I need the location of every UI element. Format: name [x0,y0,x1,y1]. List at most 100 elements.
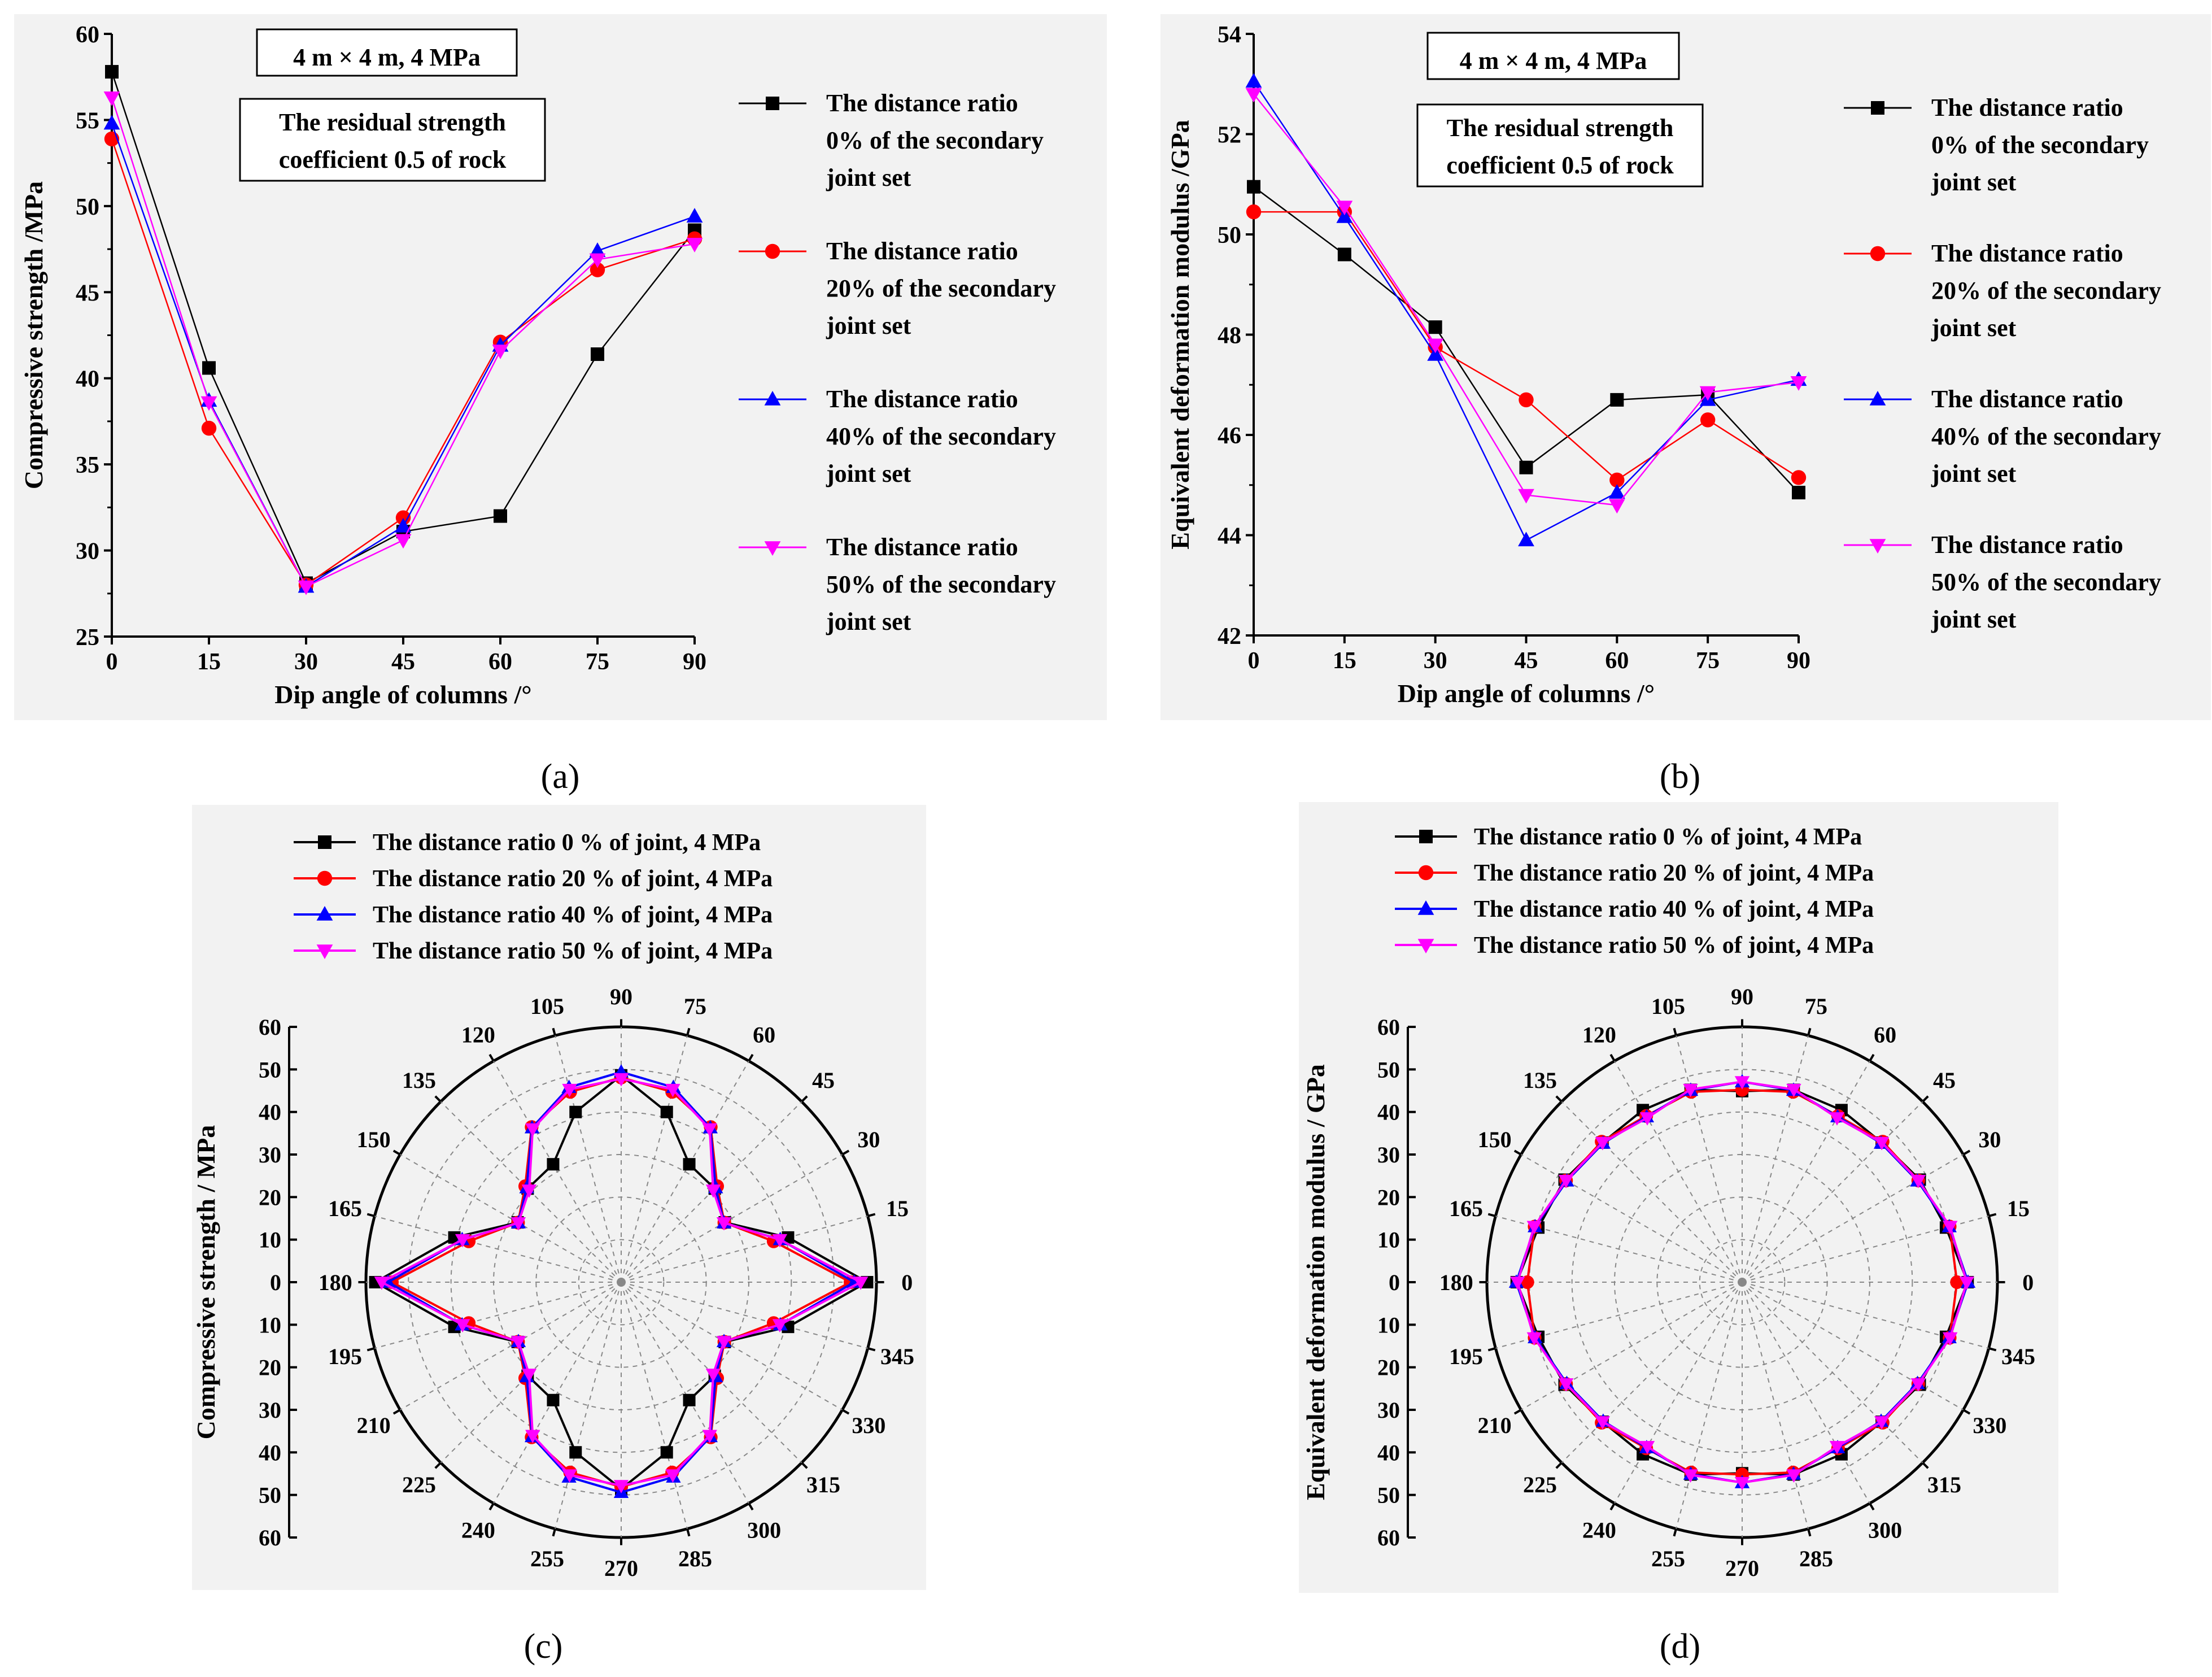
data-point [492,345,509,359]
legend-label: The distance ratio [826,237,1018,265]
legend-label: The distance ratio [1931,531,2123,559]
y-tick-label: 42 [1218,624,1241,650]
angle-label: 105 [1651,994,1685,1019]
angle-tick [392,1149,401,1156]
radial-tick-label: 10 [259,1312,281,1338]
grid-spoke [1742,1282,1964,1410]
data-point [589,253,606,268]
data-point [1699,386,1716,401]
x-tick-label: 75 [586,649,609,675]
data-point [1786,1469,1801,1483]
grid-spoke [374,1216,622,1283]
panel-a-label: (a) [541,757,580,796]
angle-label: 195 [1449,1344,1483,1369]
radial-tick-label: 20 [259,1184,281,1210]
angle-label: 240 [1582,1517,1616,1543]
grid-spoke [621,1216,868,1283]
legend-label: joint set [1931,314,2017,342]
angle-label: 60 [1874,1022,1896,1048]
data-point [1519,460,1533,474]
data-point [1790,376,1807,391]
legend-marker [1869,539,1886,554]
panel-c-label: (c) [524,1627,563,1666]
data-point [1792,486,1805,500]
note-text: coefficient 0.5 of rock [279,146,507,173]
radial-tick-label: 50 [259,1483,281,1508]
legend-label: The distance ratio 0 % of joint, 4 MPa [1474,824,1862,850]
angle-tick [841,1149,850,1156]
legend-label: The distance ratio 50 % of joint, 4 MPa [1474,933,1874,959]
data-point [1595,1136,1611,1151]
legend-label: joint set [826,164,911,191]
angle-label: 135 [402,1068,436,1093]
y-tick-label: 40 [76,367,99,393]
data-point [705,1369,721,1382]
angle-tick [1487,1347,1496,1352]
data-point [1427,346,1444,361]
data-point [525,1123,540,1137]
data-point [1734,1476,1750,1491]
angle-tick [867,1213,876,1217]
grid-spoke [621,1282,688,1529]
angle-tick [1673,1528,1677,1537]
data-point [772,1319,788,1333]
data-point [1558,1175,1574,1188]
data-point [521,1184,537,1198]
radial-tick-label: 30 [259,1397,281,1423]
x-tick-label: 15 [1333,648,1356,674]
grid-spoke [1614,1061,1743,1283]
data-point [665,1469,680,1483]
data-point [1427,338,1444,354]
y-tick-label: 25 [76,625,99,651]
grid-spoke [1742,1216,1989,1283]
y-tick-label: 30 [76,539,99,565]
radial-tick-label: 40 [259,1440,281,1465]
legend-label: 0% of the secondary [1931,131,2149,159]
data-point [590,262,605,277]
legend-label: The distance ratio 40 % of joint, 4 MPa [1474,896,1874,922]
data-point [1518,532,1534,547]
legend-label: joint set [1931,606,2017,633]
y-tick-label: 50 [76,194,99,220]
data-point [1526,1221,1542,1235]
legend-marker [318,835,331,849]
angle-label: 75 [1805,994,1827,1019]
grid-spoke [1742,1282,1809,1529]
angle-tick [1609,1053,1616,1062]
legend-label: The distance ratio [826,533,1018,561]
data-point [1734,1076,1750,1090]
data-point [569,1446,582,1459]
grid-circle [1571,1111,1913,1453]
angle-tick [686,1027,691,1036]
legend-marker [1870,246,1886,262]
grid-spoke [621,1282,843,1410]
data-point [547,1393,560,1406]
grid-spoke [555,1282,622,1529]
data-point [772,1234,788,1248]
note-box [239,98,546,182]
legend-marker [1417,939,1434,953]
angle-label: 15 [886,1196,909,1221]
y-tick-label: 54 [1218,22,1241,48]
angle-tick [1962,1409,1971,1415]
data-point [103,115,120,130]
data-point [521,1369,537,1382]
radial-tick-label: 20 [1377,1355,1400,1380]
angle-tick [1922,1462,1929,1469]
radial-tick-label: 40 [1377,1440,1400,1465]
grid-spoke [1742,1282,1923,1463]
data-point [1608,499,1625,514]
grid-spoke [374,1282,622,1349]
angle-label: 105 [530,994,564,1019]
legend-label: The distance ratio 50 % of joint, 4 MPa [373,938,773,964]
angle-label: 135 [1523,1068,1557,1093]
grid-spoke [1495,1216,1743,1283]
grid-spoke [493,1282,622,1504]
note-text: The residual strength [1447,114,1674,142]
data-point [1942,1332,1958,1346]
y-tick-label: 55 [76,108,99,134]
data-point [569,1105,582,1118]
angle-tick [867,1347,876,1352]
data-point [562,1469,577,1483]
